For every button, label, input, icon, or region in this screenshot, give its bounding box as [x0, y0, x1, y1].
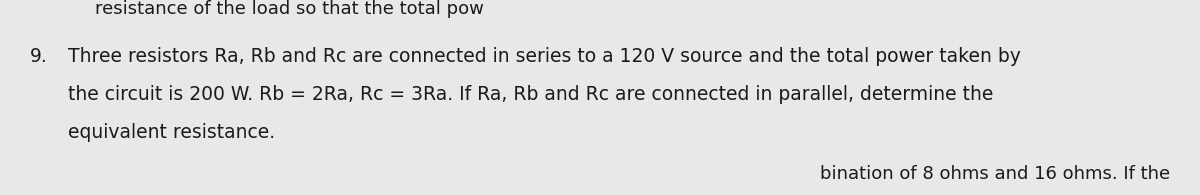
Text: bination of 8 ohms and 16 ohms. If the: bination of 8 ohms and 16 ohms. If the [820, 165, 1170, 183]
Text: the circuit is 200 W. Rb = 2Ra, Rc = 3Ra. If Ra, Rb and Rc are connected in para: the circuit is 200 W. Rb = 2Ra, Rc = 3Ra… [68, 85, 994, 104]
Text: equivalent resistance.: equivalent resistance. [68, 123, 275, 142]
Text: resistance of the load so that the total pow: resistance of the load so that the total… [95, 0, 484, 18]
Text: Three resistors Ra, Rb and Rc are connected in series to a 120 V source and the : Three resistors Ra, Rb and Rc are connec… [68, 47, 1021, 66]
Text: 9.: 9. [30, 47, 48, 66]
